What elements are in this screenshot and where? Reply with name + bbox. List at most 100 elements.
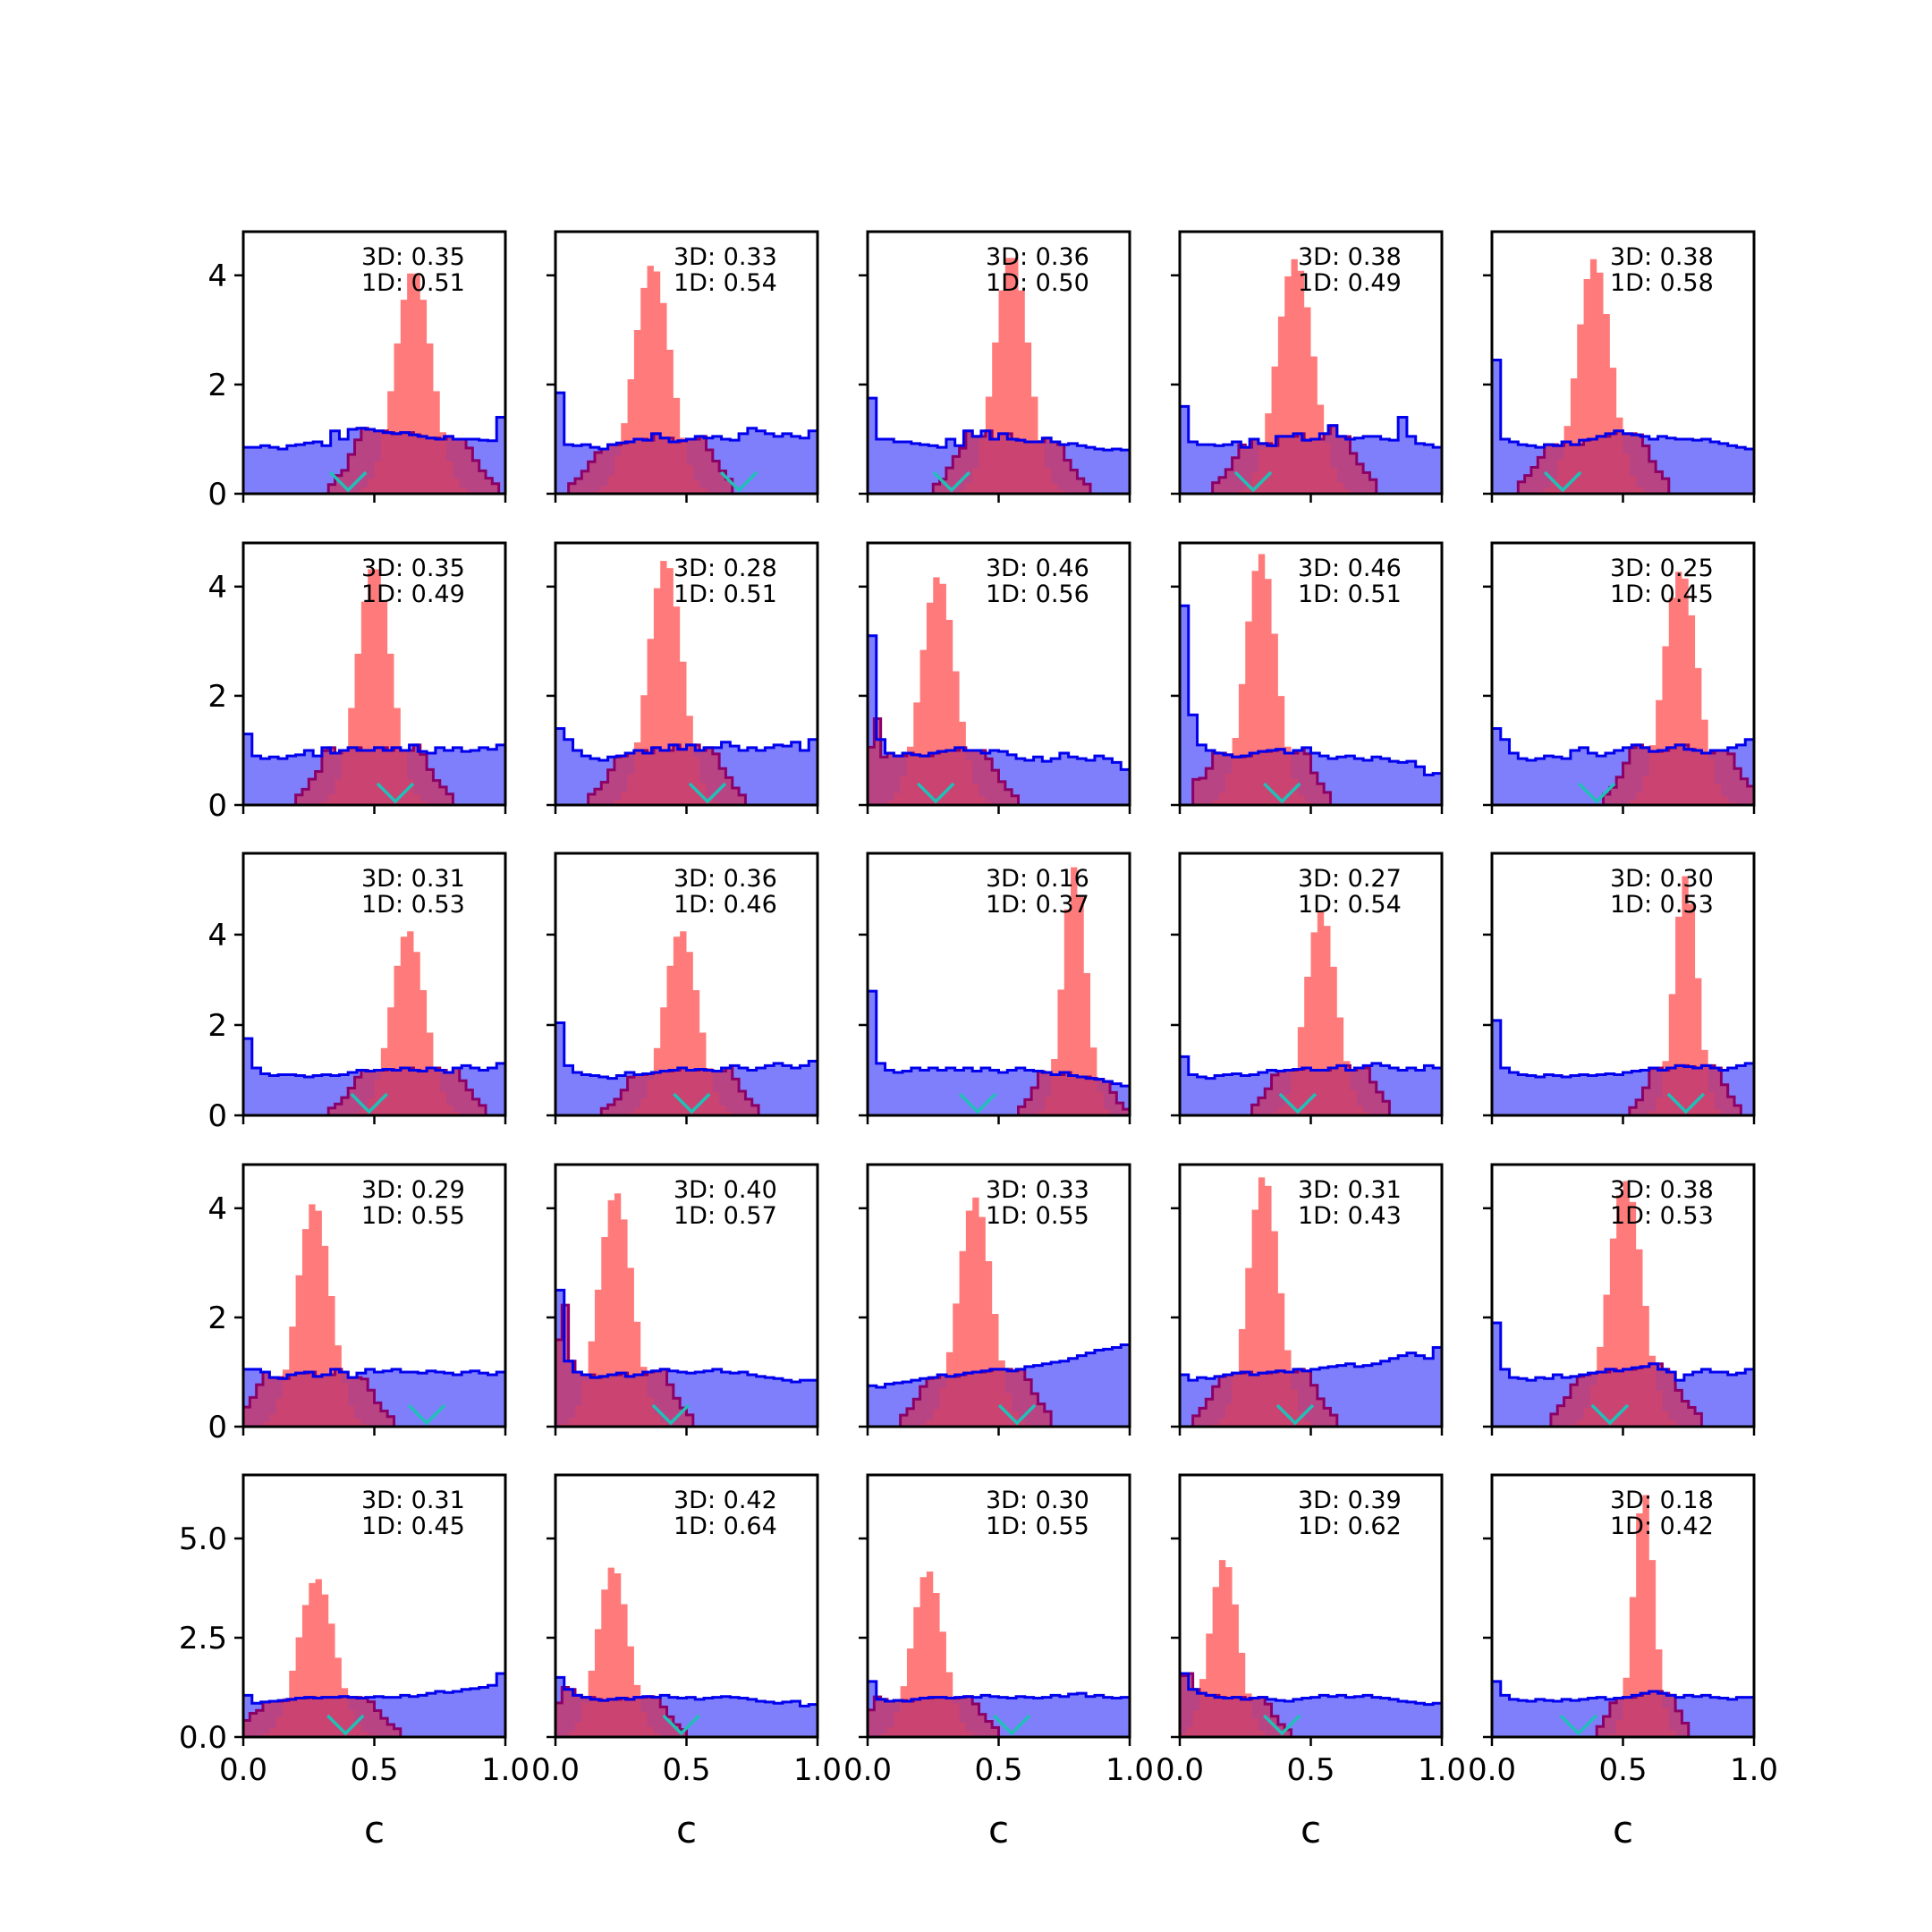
x-tick-label: 0.5: [662, 1752, 710, 1788]
annotation-3d: 3D: 0.36: [986, 243, 1089, 271]
plot-area: [1180, 554, 1442, 805]
annotation-1d: 1D: 0.50: [986, 269, 1089, 297]
x-axis-label: c: [676, 1808, 697, 1852]
prior-outline: [868, 1680, 1130, 1703]
y-tick-label: 0.0: [179, 1720, 227, 1756]
x-tick-label: 1.0: [1418, 1752, 1466, 1788]
true-value-marker: [407, 1403, 446, 1426]
prior-outline: [1492, 1321, 1754, 1382]
x-axis-label: c: [988, 1808, 1009, 1852]
overlap-histogram: [243, 428, 505, 494]
plot-area: [868, 577, 1130, 805]
posterior-histogram-1d: [1492, 1181, 1754, 1427]
x-tick-label: 0.5: [350, 1752, 398, 1788]
annotation-1d: 1D: 0.42: [1610, 1513, 1714, 1540]
true-value-marker: [673, 1092, 711, 1114]
prior-outline: [555, 727, 818, 762]
overlap-histogram: [868, 1072, 1130, 1115]
plot-area: [868, 258, 1130, 494]
plot-area: [1180, 1177, 1442, 1427]
annotation-1d: 1D: 0.45: [361, 1513, 465, 1540]
posterior-histogram-1d: [868, 867, 1130, 1115]
x-tick-label: 0.0: [219, 1752, 267, 1788]
annotation-1d: 1D: 0.53: [361, 891, 465, 919]
plot-area: [243, 931, 505, 1115]
prior-outline: [243, 416, 505, 451]
x-tick-label: 0.5: [1598, 1752, 1647, 1788]
plot-area: [243, 273, 505, 494]
x-tick-label: 0.5: [1286, 1752, 1335, 1788]
prior-outline: [243, 1672, 505, 1705]
annotation-1d: 1D: 0.49: [1298, 269, 1402, 297]
annotation-1d: 1D: 0.58: [1610, 269, 1714, 297]
annotation-1d: 1D: 0.45: [1610, 580, 1714, 608]
overlap-histogram: [1180, 749, 1442, 805]
y-tick-label: 2: [208, 1008, 227, 1044]
prior-outline: [243, 1037, 505, 1079]
prior-outline: [868, 989, 1130, 1088]
annotation-3d: 3D: 0.33: [674, 243, 777, 271]
overlap-histogram: [868, 1696, 1130, 1737]
prior-outline: [868, 634, 1130, 771]
annotation-3d: 3D: 0.30: [1610, 865, 1714, 893]
overlap-histogram: [555, 433, 818, 494]
plot-area: [1180, 1560, 1442, 1737]
true-value-marker: [958, 1092, 997, 1114]
true-value-marker: [1278, 1092, 1318, 1114]
plot-area: [555, 266, 818, 494]
annotation-1d: 1D: 0.64: [674, 1513, 777, 1540]
annotation-3d: 3D: 0.46: [1298, 555, 1402, 582]
plot-area: [1180, 911, 1442, 1115]
posterior-histogram-1d: [1180, 258, 1442, 494]
y-tick-label: 2: [208, 368, 227, 403]
x-tick-label: 0.0: [531, 1752, 580, 1788]
plot-area: [1492, 1495, 1754, 1737]
annotation-3d: 3D: 0.25: [1610, 555, 1714, 582]
y-tick-label: 2: [208, 1301, 227, 1336]
posterior-histogram-1d: [1180, 554, 1442, 805]
annotation-1d: 1D: 0.57: [674, 1202, 777, 1230]
annotation-1d: 1D: 0.56: [986, 580, 1089, 608]
x-tick-label: 0.5: [974, 1752, 1022, 1788]
prior-outline: [555, 391, 818, 451]
posterior-histogram-1d: [243, 569, 505, 805]
prior-outline: [243, 733, 505, 760]
posterior-histogram-1d: [868, 577, 1130, 805]
plot-area: [555, 1193, 818, 1427]
plot-area: [1180, 258, 1442, 494]
annotation-1d: 1D: 0.49: [361, 580, 465, 608]
annotation-3d: 3D: 0.38: [1610, 243, 1714, 271]
annotation-3d: 3D: 0.31: [361, 1487, 465, 1514]
prior-outline: [868, 1343, 1130, 1389]
overlap-histogram: [555, 1305, 818, 1427]
annotation-1d: 1D: 0.51: [674, 580, 777, 608]
x-axis-label: c: [1301, 1808, 1321, 1852]
prior-outline: [1180, 1055, 1442, 1080]
true-value-marker: [1577, 782, 1616, 804]
annotation-3d: 3D: 0.46: [986, 555, 1089, 582]
annotation-1d: 1D: 0.51: [1298, 580, 1402, 608]
posterior-histogram-1d: [555, 931, 818, 1115]
annotation-3d: 3D: 0.27: [1298, 865, 1402, 893]
prior-outline: [243, 1368, 505, 1380]
prior-outline: [555, 1675, 818, 1707]
posterior-histogram-1d: [555, 1193, 818, 1427]
annotation-3d: 3D: 0.36: [674, 865, 777, 893]
plot-area: [243, 1579, 505, 1737]
plot-area: [868, 1197, 1130, 1427]
annotation-3d: 3D: 0.31: [1298, 1176, 1402, 1204]
y-tick-label: 4: [208, 1191, 227, 1227]
plot-area: [555, 1567, 818, 1737]
true-value-marker: [651, 1403, 691, 1426]
